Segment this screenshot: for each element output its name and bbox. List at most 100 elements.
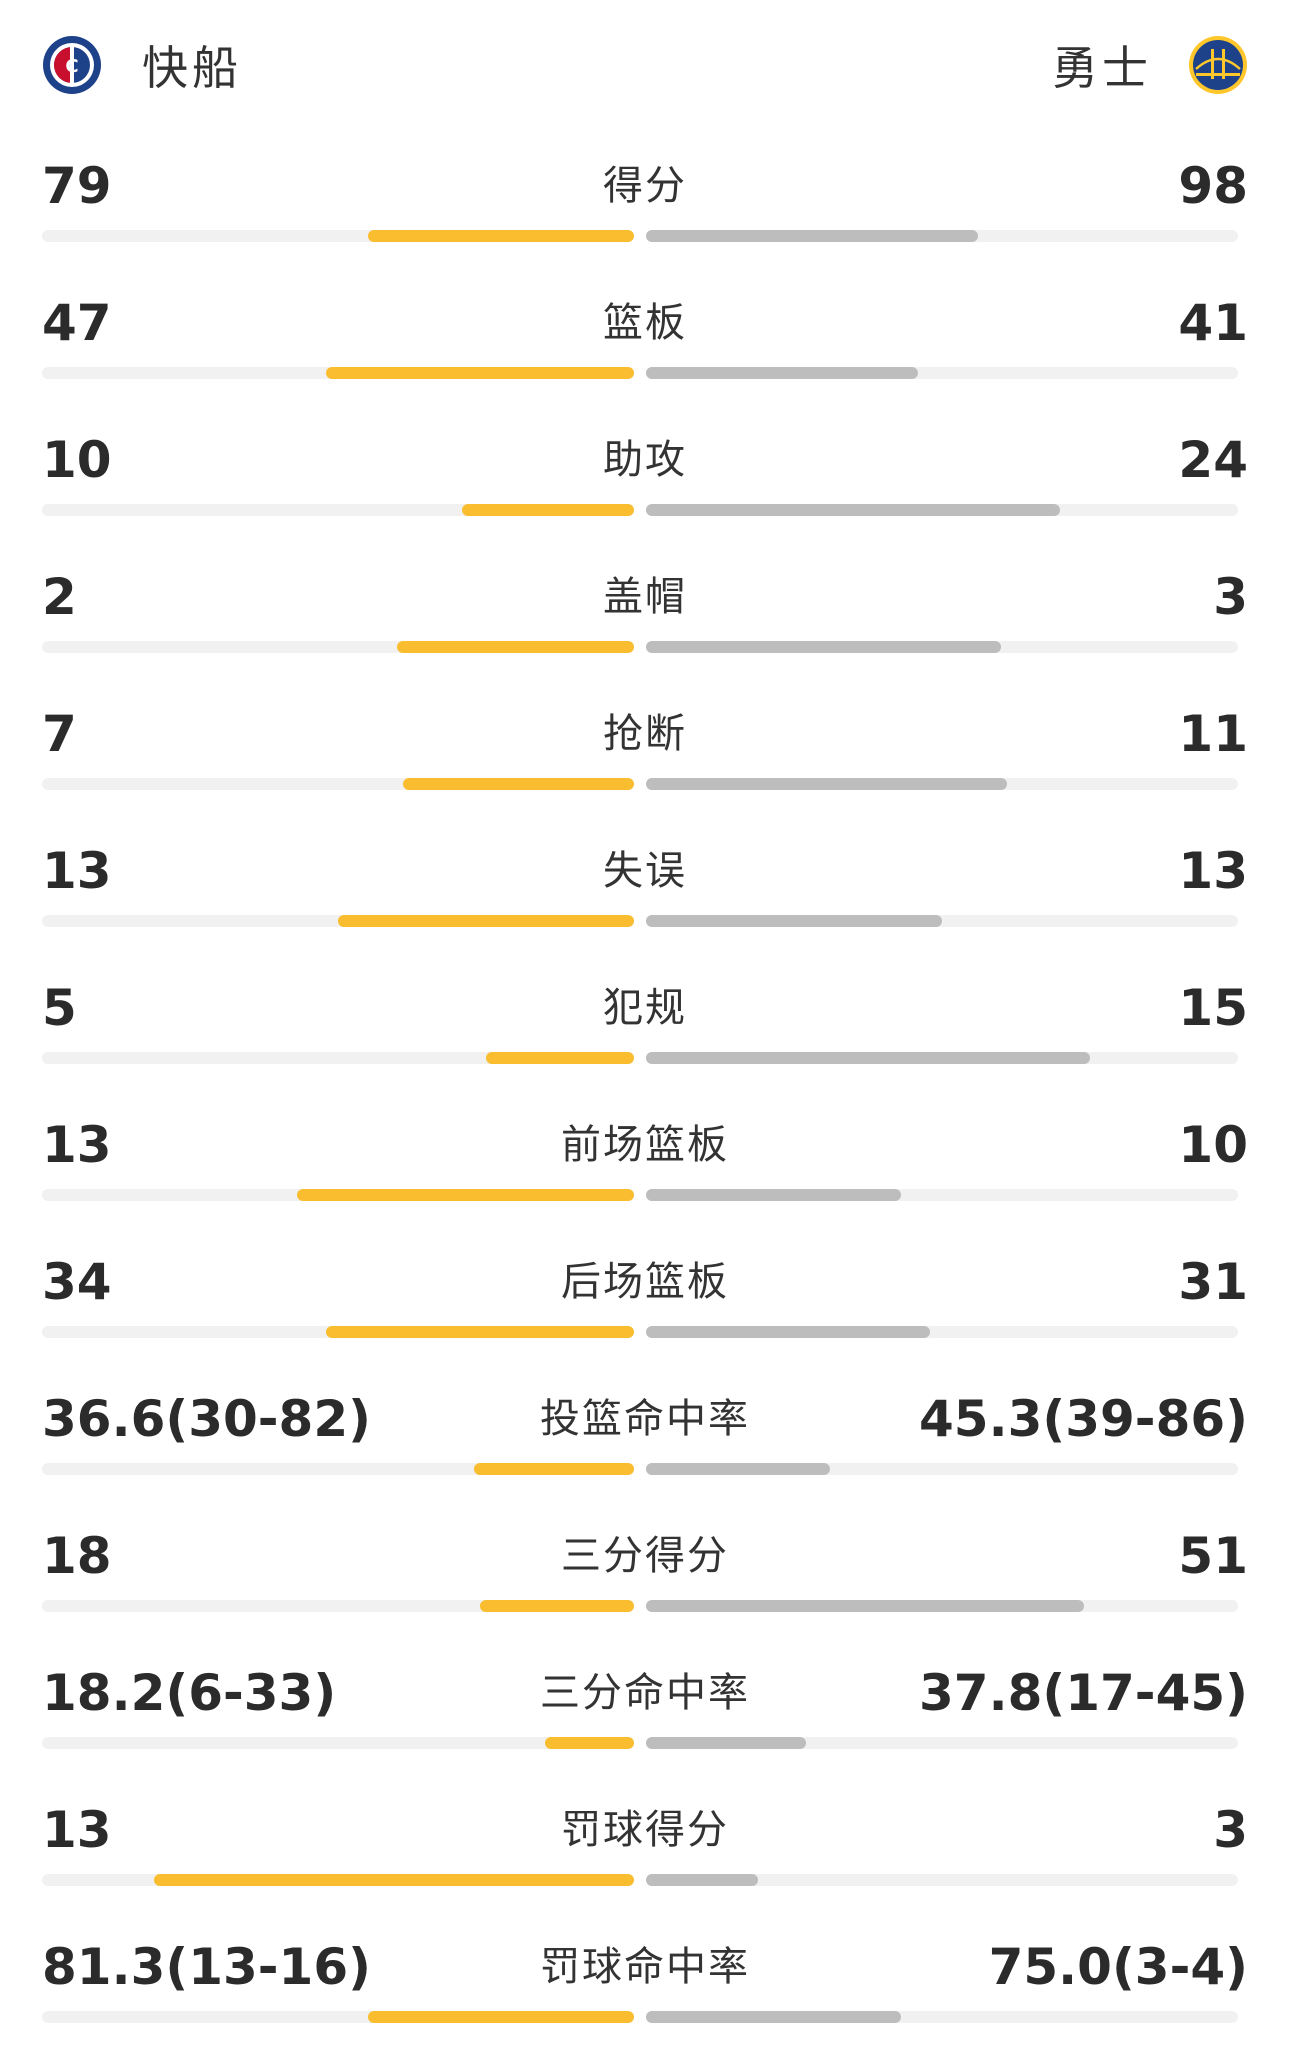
away-bar-track (646, 1189, 1238, 1201)
stat-label: 后场篮板 (561, 1259, 729, 1305)
away-stat-value: 15 (1178, 979, 1248, 1037)
away-bar-track (646, 1463, 1238, 1475)
match-header: C 快船 勇士 (0, 0, 1290, 130)
home-stat-bar (297, 1189, 634, 1201)
stat-label: 抢断 (603, 711, 687, 757)
stat-row: 18.2(6-33) 三分命中率 37.8(17-45) (0, 1637, 1290, 1774)
home-team-name: 快船 (142, 41, 242, 95)
home-stat-value: 13 (42, 842, 112, 900)
home-stat-bar (368, 230, 634, 242)
stat-label: 盖帽 (603, 574, 687, 620)
home-bar-track (42, 1874, 634, 1886)
home-bar-track (42, 1600, 634, 1612)
stat-label: 得分 (603, 163, 687, 209)
home-bar-track (42, 1463, 634, 1475)
home-bar-track (42, 641, 634, 653)
away-stat-bar (646, 778, 1007, 790)
home-stat-value: 13 (42, 1801, 112, 1859)
home-bar-track (42, 1189, 634, 1201)
stat-label: 三分得分 (561, 1533, 729, 1579)
away-bar-track (646, 915, 1238, 927)
away-bar-track (646, 641, 1238, 653)
stat-row: 36.6(30-82) 投篮命中率 45.3(39-86) (0, 1363, 1290, 1500)
home-bar-track (42, 2011, 634, 2023)
away-bar-track (646, 1326, 1238, 1338)
away-stat-bar (646, 1052, 1090, 1064)
stat-row: 79 得分 98 (0, 130, 1290, 267)
away-bar-track (646, 367, 1238, 379)
home-stat-value: 81.3(13-16) (42, 1938, 371, 1996)
stat-row: 18 三分得分 51 (0, 1500, 1290, 1637)
stat-row: 81.3(13-16) 罚球命中率 75.0(3-4) (0, 1911, 1290, 2048)
stat-row: 34 后场篮板 31 (0, 1226, 1290, 1363)
away-stat-bar (646, 367, 918, 379)
away-stat-value: 24 (1178, 431, 1248, 489)
away-bar-track (646, 230, 1238, 242)
home-stat-bar (545, 1737, 634, 1749)
home-stat-bar (368, 2011, 634, 2023)
stat-label: 前场篮板 (561, 1122, 729, 1168)
home-stat-bar (474, 1463, 634, 1475)
away-bar-track (646, 1600, 1238, 1612)
home-bar-track (42, 778, 634, 790)
away-bar-track (646, 1737, 1238, 1749)
away-stat-value: 45.3(39-86) (919, 1390, 1248, 1448)
stat-row: 13 失误 13 (0, 815, 1290, 952)
home-stat-bar (480, 1600, 634, 1612)
home-bar-track (42, 504, 634, 516)
home-stat-bar (486, 1052, 634, 1064)
away-stat-bar (646, 1737, 806, 1749)
away-stat-value: 3 (1213, 1801, 1248, 1859)
away-bar-track (646, 2011, 1238, 2023)
stat-label: 投篮命中率 (540, 1396, 750, 1442)
away-stat-value: 41 (1178, 294, 1248, 352)
home-team[interactable]: C 快船 (42, 30, 242, 100)
home-bar-track (42, 1052, 634, 1064)
away-bar-track (646, 1874, 1238, 1886)
stat-row: 5 犯规 15 (0, 952, 1290, 1089)
home-stat-bar (326, 367, 634, 379)
away-stat-value: 10 (1178, 1116, 1248, 1174)
home-stat-bar (462, 504, 634, 516)
away-stat-bar (646, 1600, 1084, 1612)
stat-label: 助攻 (603, 437, 687, 483)
stat-label: 篮板 (603, 300, 687, 346)
home-stat-bar (397, 641, 634, 653)
away-bar-track (646, 778, 1238, 790)
away-stat-bar (646, 915, 942, 927)
away-stat-bar (646, 2011, 901, 2023)
home-stat-bar (403, 778, 634, 790)
away-stat-value: 3 (1213, 568, 1248, 626)
home-bar-track (42, 915, 634, 927)
home-bar-track (42, 1737, 634, 1749)
home-stat-value: 79 (42, 157, 112, 215)
home-stat-value: 7 (42, 705, 77, 763)
home-bar-track (42, 1326, 634, 1338)
home-bar-track (42, 367, 634, 379)
away-stat-value: 31 (1178, 1253, 1248, 1311)
away-stat-value: 13 (1178, 842, 1248, 900)
stat-row: 2 盖帽 3 (0, 541, 1290, 678)
away-bar-track (646, 504, 1238, 516)
stat-label: 罚球得分 (561, 1807, 729, 1853)
away-team-name: 勇士 (1052, 41, 1152, 95)
home-stat-value: 36.6(30-82) (42, 1390, 371, 1448)
home-stat-value: 34 (42, 1253, 112, 1311)
home-stat-value: 10 (42, 431, 112, 489)
away-team[interactable]: 勇士 (1052, 30, 1248, 100)
stat-row: 13 前场篮板 10 (0, 1089, 1290, 1226)
away-stat-bar (646, 504, 1060, 516)
away-stat-bar (646, 1326, 930, 1338)
stat-row: 7 抢断 11 (0, 678, 1290, 815)
stat-label: 犯规 (603, 985, 687, 1031)
warriors-logo-icon (1188, 35, 1248, 95)
away-stat-value: 11 (1178, 705, 1248, 763)
home-stat-value: 13 (42, 1116, 112, 1174)
stats-list: 79 得分 98 47 篮板 41 10 助攻 24 2 盖帽 3 7 抢断 11 13 失误 13 5 犯规 15 13… (0, 130, 1290, 2048)
away-stat-bar (646, 641, 1001, 653)
stat-label: 罚球命中率 (540, 1944, 750, 1990)
home-stat-value: 2 (42, 568, 77, 626)
stat-row: 10 助攻 24 (0, 404, 1290, 541)
svg-text:C: C (65, 56, 78, 77)
home-stat-bar (326, 1326, 634, 1338)
